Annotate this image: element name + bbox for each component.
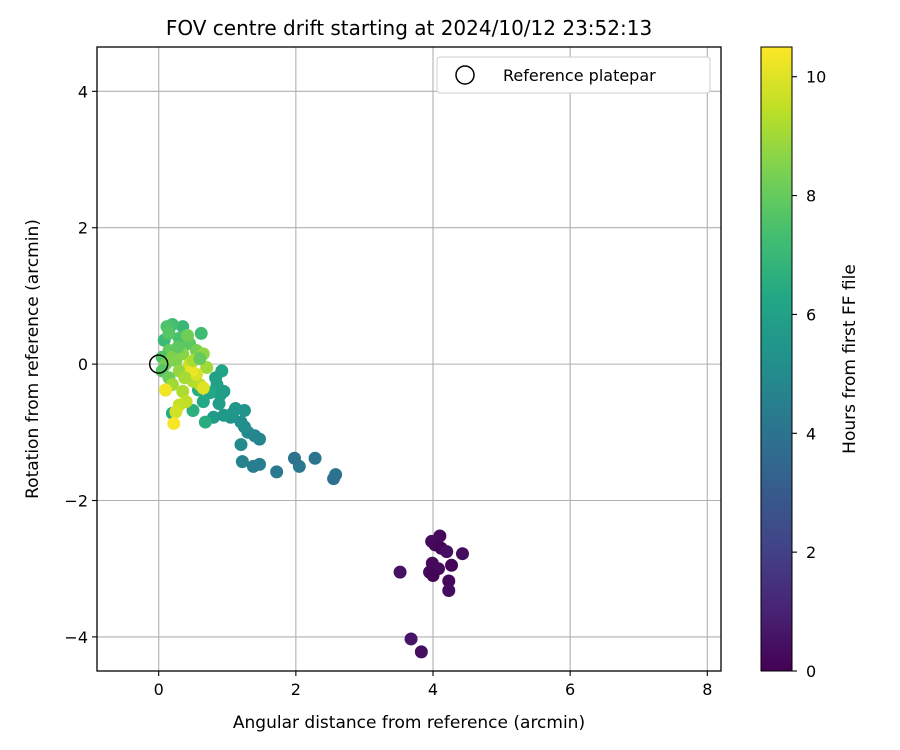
y-tick-label: −4 (64, 628, 88, 647)
colorbar-ticks: 0 2 4 6 8 10 (792, 68, 826, 681)
y-tick-label: 4 (78, 82, 88, 101)
colorbar-label: Hours from first FF file (840, 264, 860, 454)
chart-title: FOV centre drift starting at 2024/10/12 … (166, 16, 652, 40)
scatter-point (287, 451, 301, 465)
colorbar-tick-label: 0 (806, 662, 816, 681)
legend: Reference platepar (436, 56, 711, 94)
scatter-point (270, 465, 284, 479)
scatter-point (165, 350, 179, 364)
data-points (155, 318, 469, 659)
scatter-point (176, 384, 190, 398)
scatter-point (442, 584, 456, 598)
scatter-point (442, 574, 456, 588)
scatter-point (196, 381, 210, 395)
legend-marker-reference (455, 65, 475, 85)
scatter-point (327, 472, 341, 486)
scatter-point (445, 558, 459, 572)
colorbar (760, 46, 793, 672)
y-tick-label: −2 (64, 492, 88, 511)
scatter-point (169, 405, 183, 419)
colorbar-tick-label: 8 (806, 187, 816, 206)
legend-entry-reference: Reference platepar (503, 66, 656, 85)
scatter-point (178, 371, 192, 385)
colorbar-tick-label: 10 (806, 68, 826, 87)
reference-marker (148, 354, 169, 374)
x-axis-ticks: 0 2 4 6 8 (154, 671, 712, 699)
reference-platepar-marker (148, 354, 169, 374)
scatter-point (217, 408, 231, 422)
scatter-point (196, 395, 210, 409)
x-tick-label: 8 (702, 680, 712, 699)
x-tick-label: 4 (428, 680, 438, 699)
scatter-point (167, 416, 181, 430)
scatter-point (404, 632, 418, 646)
scatter-point (455, 547, 469, 561)
x-tick-label: 2 (291, 680, 301, 699)
scatter-point (186, 403, 200, 417)
scatter-point (200, 361, 214, 375)
y-axis-label: Rotation from reference (arcmin) (23, 219, 43, 499)
x-tick-label: 6 (565, 680, 575, 699)
colorbar-tick-label: 6 (806, 305, 816, 324)
colorbar-tick-label: 4 (806, 424, 816, 443)
scatter-point (194, 326, 208, 340)
y-tick-label: 2 (78, 219, 88, 238)
y-axis-ticks: −4 −2 0 2 4 (64, 82, 97, 647)
y-tick-label: 0 (78, 355, 88, 374)
scatter-point (193, 352, 207, 366)
plot-frame (96, 46, 722, 672)
legend-box (436, 56, 711, 94)
scatter-point (235, 455, 249, 469)
scatter-point (159, 383, 173, 397)
scatter-point (393, 565, 407, 579)
scatter-point (308, 451, 322, 465)
x-axis-label: Angular distance from reference (arcmin) (233, 713, 585, 733)
scatter-point (171, 340, 185, 354)
scatter-point (181, 328, 195, 342)
scatter-point (234, 438, 248, 452)
colorbar-tick-label: 2 (806, 543, 816, 562)
scatter-point (440, 545, 454, 559)
scatter-point (246, 459, 260, 473)
scatter-point (162, 326, 176, 340)
scatter-point (209, 371, 223, 385)
scatter-point (414, 645, 428, 659)
x-tick-label: 0 (154, 680, 164, 699)
scatter-point (234, 415, 248, 429)
scatter-point (426, 569, 440, 583)
scatter-point (198, 415, 212, 429)
